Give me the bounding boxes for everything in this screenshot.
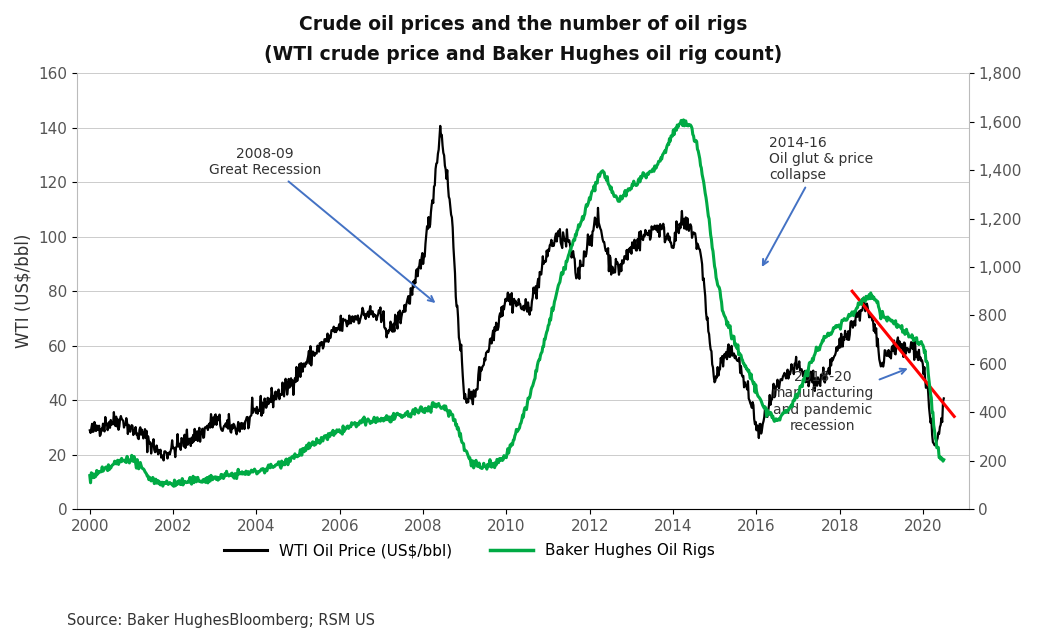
Text: 2008-09
Great Recession: 2008-09 Great Recession <box>208 146 433 302</box>
Y-axis label: WTI (US$/bbl): WTI (US$/bbl) <box>15 234 33 348</box>
Text: Source: Baker HughesBloomberg; RSM US: Source: Baker HughesBloomberg; RSM US <box>67 613 375 628</box>
Title: Crude oil prices and the number of oil rigs
(WTI crude price and Baker Hughes oi: Crude oil prices and the number of oil r… <box>263 15 782 64</box>
Text: 2018-20
manufacturing
and pandemic
recession: 2018-20 manufacturing and pandemic reces… <box>772 369 906 433</box>
Legend: WTI Oil Price (US$/bbl), Baker Hughes Oil Rigs: WTI Oil Price (US$/bbl), Baker Hughes Oi… <box>218 538 722 565</box>
Text: 2014-16
Oil glut & price
collapse: 2014-16 Oil glut & price collapse <box>763 136 873 265</box>
